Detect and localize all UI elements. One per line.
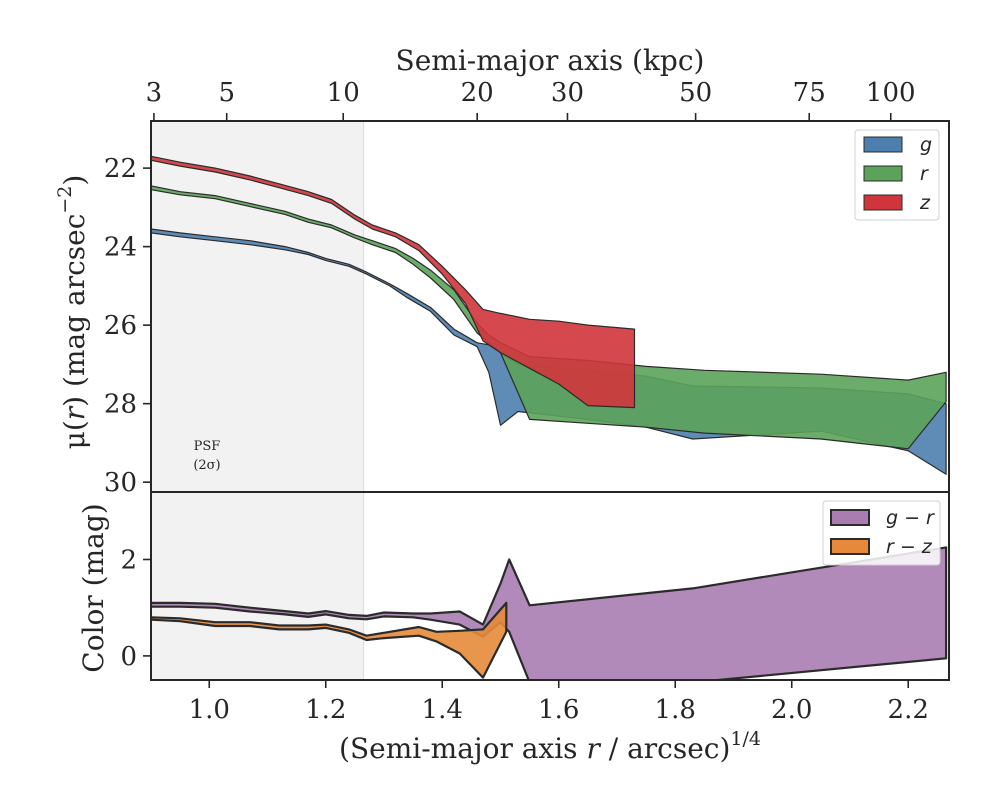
legend-label-r-z: r − z [886, 536, 933, 558]
bottom-panel-y-axis-title: Color (mag) [77, 503, 110, 672]
y-title-exponent: −2 [54, 186, 76, 214]
x-tick-label: 1.8 [655, 695, 696, 725]
y-title-pre: μ( [58, 420, 91, 449]
legend-swatch-r-z [830, 538, 870, 555]
psf-region-color [151, 492, 364, 680]
x-tick-label: 1.4 [422, 695, 463, 725]
legend-label-z: z [919, 192, 931, 214]
x-tick-label: 1.6 [538, 695, 579, 725]
bottom-axis-title-post: / arcsec) [600, 732, 731, 765]
y-title-mid: ) (mag arcsec [58, 214, 91, 407]
top-x-tick-label: 20 [461, 78, 494, 108]
y-tick-label: 28 [104, 390, 137, 420]
top-x-tick-label: 30 [551, 78, 584, 108]
bottom-axis-title-pre: (Semi-major axis [339, 732, 586, 765]
legend-swatch-r [863, 165, 903, 182]
legend-swatch-z [863, 194, 903, 211]
bottom-panel-frame [150, 491, 950, 681]
y-title-post: ) [58, 175, 91, 186]
y-tick-label: 24 [104, 233, 137, 263]
y-title-var: r [58, 405, 91, 420]
band-r [151, 185, 947, 450]
bottom-legend: g − r r − z [822, 500, 941, 566]
top-panel-y-axis-title: μ(r) (mag arcsec−2) [54, 175, 91, 450]
legend-label-r: r [920, 163, 929, 185]
legend-swatch-g-r [830, 509, 870, 526]
x-tick-label: 2.0 [771, 695, 812, 725]
top-x-tick-label: 3 [146, 78, 163, 108]
top-x-tick-label: 50 [679, 78, 712, 108]
top-x-tick-label: 75 [793, 78, 826, 108]
y-tick-label: 26 [104, 311, 137, 341]
x-tick-label: 1.0 [189, 695, 230, 725]
band-g-r [151, 546, 948, 680]
legend-label-g-r: g − r [886, 507, 935, 529]
bottom-axis-title-exponent: 1/4 [730, 728, 761, 750]
y-tick-label: 0 [120, 642, 137, 672]
surface-brightness-panel: PSF (2σ) 22 24 26 28 30 3 5 10 20 30 50 75 100 grz [104, 78, 950, 498]
top-x-tick-label: 100 [866, 78, 916, 108]
bottom-axis-title: (Semi-major axis r / arcsec)1/4 [339, 728, 761, 765]
y-tick-label: 22 [104, 154, 137, 184]
legend-label-g: g [920, 134, 932, 156]
top-legend: grz [854, 129, 940, 221]
band-z [151, 155, 636, 409]
x-tick-label: 2.2 [888, 695, 929, 725]
legend-swatch-g [863, 136, 903, 153]
top-x-tick-label: 5 [218, 78, 235, 108]
psf-label-line2: (2σ) [193, 458, 220, 473]
bottom-axis-title-var: r [586, 732, 601, 765]
psf-label-line1: PSF [194, 439, 221, 454]
y-tick-label: 2 [120, 545, 137, 575]
psf-region [151, 121, 364, 492]
color-panel: 0 2 1.0 1.2 1.4 1.6 1.8 2.0 2.2 g − r r − z [120, 491, 950, 725]
y-tick-label: 30 [104, 468, 137, 498]
band-r-z [151, 601, 508, 679]
x-tick-label: 1.2 [305, 695, 346, 725]
top-x-tick-label: 10 [327, 78, 360, 108]
top-axis-title: Semi-major axis (kpc) [396, 44, 705, 77]
